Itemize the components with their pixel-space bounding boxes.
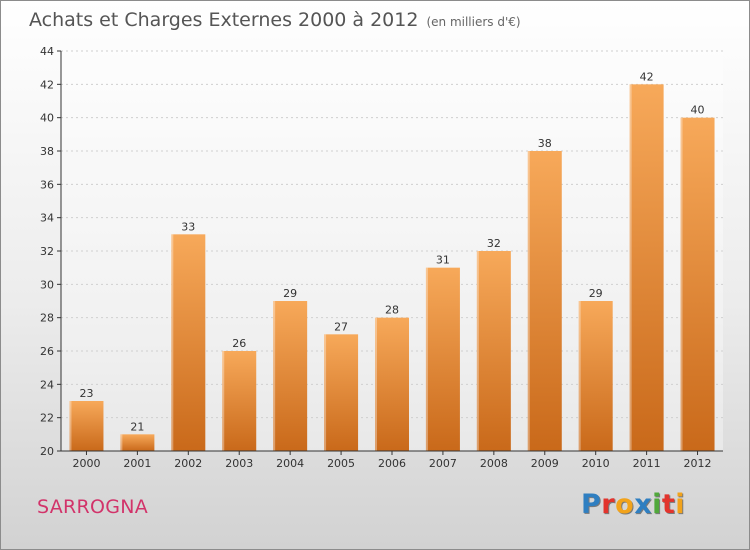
data-label: 31 (436, 254, 450, 267)
chart-title: Achats et Charges Externes 2000 à 2012 (29, 9, 419, 31)
x-tick-label: 2012 (684, 457, 712, 470)
x-tick-label: 2000 (72, 457, 100, 470)
bar (120, 434, 155, 451)
logo-letter: P (581, 489, 602, 520)
y-tick-label: 34 (40, 212, 54, 225)
data-label: 32 (487, 237, 501, 250)
logo-letter: x (634, 489, 653, 520)
y-tick-label: 36 (40, 178, 54, 191)
logo-letter: i (652, 489, 662, 520)
bar-highlight (273, 301, 276, 451)
data-label: 40 (691, 104, 705, 117)
bar-highlight (680, 117, 683, 452)
logo-letter: t (661, 489, 676, 520)
data-label: 29 (283, 287, 297, 300)
y-tick-label: 24 (40, 378, 54, 391)
y-tick-label: 30 (40, 278, 54, 291)
proxiti-logo: Proxiti (581, 489, 685, 520)
x-tick-label: 2011 (633, 457, 661, 470)
y-tick-label: 44 (40, 45, 54, 58)
x-tick-label: 2006 (378, 457, 406, 470)
y-tick-label: 32 (40, 245, 54, 258)
bar (222, 351, 257, 451)
bar-highlight (171, 234, 174, 451)
data-label: 33 (181, 220, 195, 233)
bar-highlight (375, 317, 377, 451)
x-tick-label: 2007 (429, 457, 457, 470)
data-label: 29 (589, 287, 603, 300)
y-tick-label: 26 (40, 345, 54, 358)
x-tick-label: 2008 (480, 457, 508, 470)
data-label: 23 (79, 387, 93, 400)
bar (680, 117, 715, 452)
bar (171, 234, 206, 451)
data-label: 21 (130, 420, 144, 433)
chart-subtitle: (en milliers d'€) (426, 15, 521, 29)
bar-highlight (222, 351, 225, 451)
bar-highlight (69, 401, 72, 451)
bar (69, 401, 104, 451)
x-tick-label: 2005 (327, 457, 355, 470)
y-tick-label: 40 (40, 112, 54, 125)
x-tick-label: 2002 (174, 457, 202, 470)
bar (527, 151, 562, 451)
y-tick-label: 20 (40, 445, 54, 458)
chart-title-row: Achats et Charges Externes 2000 à 2012 (e… (29, 9, 521, 31)
data-label: 27 (334, 320, 348, 333)
bar (629, 84, 664, 451)
bar-highlight (425, 267, 428, 451)
y-tick-label: 22 (40, 412, 54, 425)
data-label: 38 (538, 137, 552, 150)
bar-highlight (324, 334, 327, 451)
logo-letter: r (601, 489, 616, 520)
bar (425, 267, 460, 451)
x-tick-label: 2009 (531, 457, 559, 470)
x-tick-label: 2004 (276, 457, 304, 470)
data-label: 26 (232, 337, 246, 350)
bar (273, 301, 308, 451)
y-tick-label: 38 (40, 145, 54, 158)
data-label: 28 (385, 304, 399, 317)
data-label: 42 (640, 70, 654, 83)
logo-letter: i (675, 489, 686, 520)
bar-highlight (527, 151, 530, 451)
bar (324, 334, 359, 451)
commune-name: SARROGNA (37, 496, 149, 518)
logo-letter: o (615, 489, 635, 520)
bar-highlight (476, 251, 479, 451)
bar-highlight (120, 434, 123, 451)
x-tick-label: 2001 (123, 457, 151, 470)
y-tick-label: 28 (40, 312, 54, 325)
y-tick-label: 42 (40, 78, 54, 91)
bar-highlight (578, 301, 581, 451)
bar-highlight (629, 84, 632, 451)
x-tick-label: 2010 (582, 457, 610, 470)
bar (375, 317, 409, 451)
bar (476, 251, 511, 451)
bar (578, 301, 613, 451)
x-tick-label: 2003 (225, 457, 253, 470)
